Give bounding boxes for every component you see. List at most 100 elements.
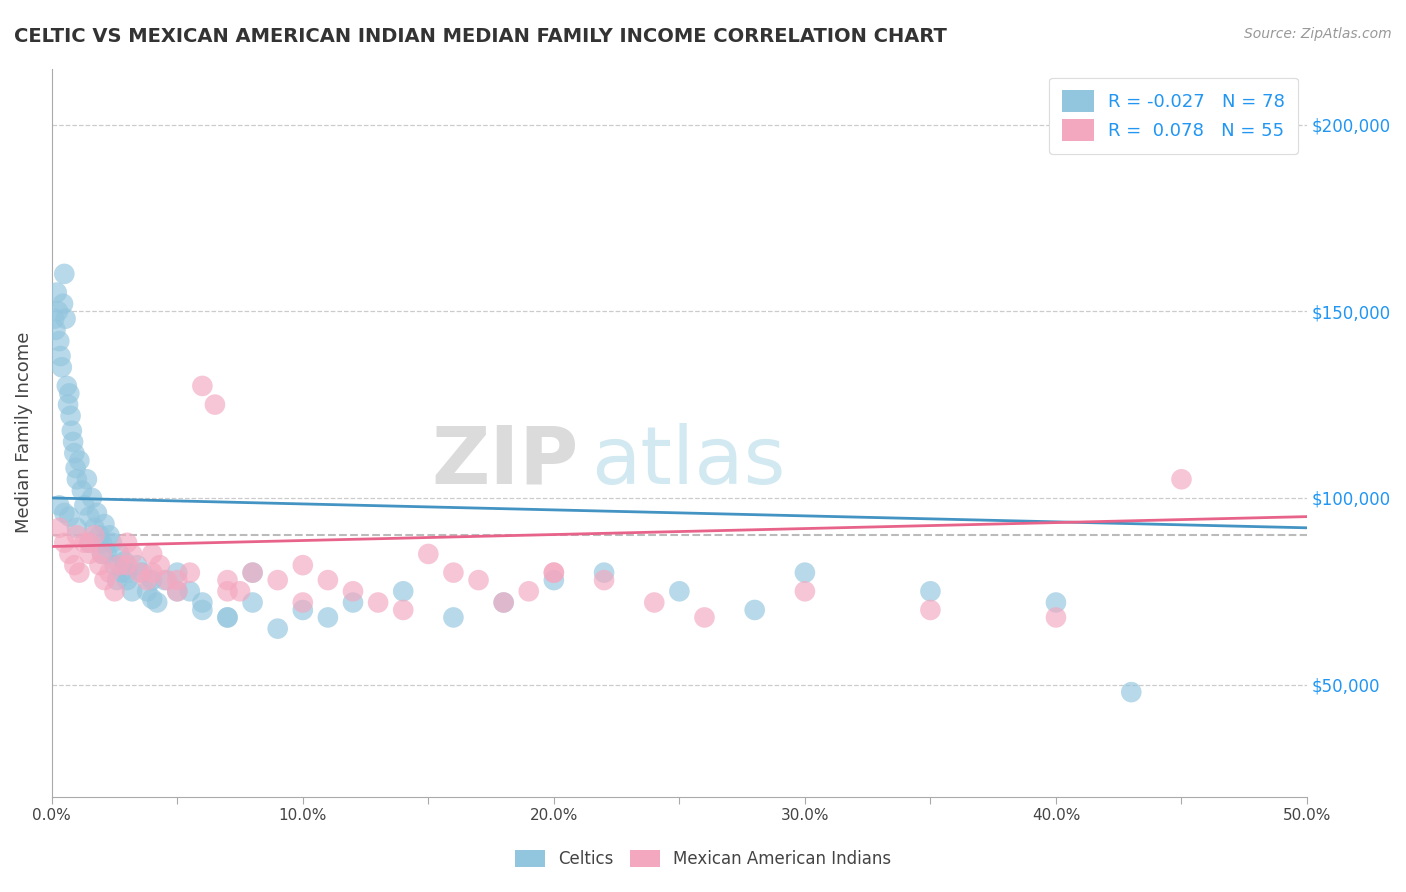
Point bbox=[115, 535, 138, 549]
Point bbox=[191, 379, 214, 393]
Point bbox=[1170, 472, 1192, 486]
Point bbox=[643, 595, 665, 609]
Point bbox=[543, 566, 565, 580]
Point bbox=[744, 603, 766, 617]
Point bbox=[166, 584, 188, 599]
Point bbox=[291, 595, 314, 609]
Point bbox=[46, 304, 69, 318]
Point bbox=[96, 547, 118, 561]
Point bbox=[79, 535, 101, 549]
Point bbox=[105, 573, 128, 587]
Point bbox=[121, 584, 143, 599]
Point bbox=[91, 547, 114, 561]
Point bbox=[153, 573, 176, 587]
Point bbox=[242, 566, 264, 580]
Point bbox=[367, 595, 389, 609]
Point bbox=[668, 584, 690, 599]
Point bbox=[342, 584, 364, 599]
Point bbox=[441, 610, 464, 624]
Point bbox=[267, 573, 290, 587]
Point bbox=[291, 603, 314, 617]
Point bbox=[79, 509, 101, 524]
Point bbox=[76, 472, 98, 486]
Point bbox=[156, 573, 179, 587]
Point bbox=[91, 547, 114, 561]
Point bbox=[1045, 610, 1067, 624]
Point bbox=[543, 566, 565, 580]
Point bbox=[58, 547, 80, 561]
Point bbox=[101, 535, 124, 549]
Point bbox=[79, 535, 101, 549]
Point bbox=[136, 584, 159, 599]
Point bbox=[920, 584, 942, 599]
Point bbox=[66, 521, 89, 535]
Point bbox=[48, 334, 70, 348]
Point bbox=[89, 528, 111, 542]
Point bbox=[146, 595, 169, 609]
Point bbox=[98, 528, 121, 542]
Point bbox=[48, 521, 70, 535]
Text: Source: ZipAtlas.com: Source: ZipAtlas.com bbox=[1244, 27, 1392, 41]
Point bbox=[53, 267, 76, 281]
Point bbox=[67, 453, 90, 467]
Point bbox=[44, 323, 66, 337]
Point bbox=[53, 535, 76, 549]
Point bbox=[66, 472, 89, 486]
Point bbox=[45, 285, 67, 300]
Text: atlas: atlas bbox=[592, 423, 786, 500]
Point bbox=[342, 595, 364, 609]
Point bbox=[52, 297, 75, 311]
Point bbox=[91, 535, 114, 549]
Point bbox=[418, 547, 440, 561]
Point bbox=[593, 566, 616, 580]
Point bbox=[217, 610, 239, 624]
Point bbox=[1045, 595, 1067, 609]
Point bbox=[517, 584, 540, 599]
Point bbox=[191, 603, 214, 617]
Point bbox=[70, 483, 93, 498]
Point bbox=[58, 509, 80, 524]
Point bbox=[166, 584, 188, 599]
Point bbox=[392, 603, 415, 617]
Point bbox=[63, 558, 86, 573]
Point bbox=[492, 595, 515, 609]
Point bbox=[242, 566, 264, 580]
Point bbox=[66, 528, 89, 542]
Point bbox=[53, 506, 76, 520]
Point bbox=[73, 499, 96, 513]
Point bbox=[127, 558, 149, 573]
Point bbox=[86, 506, 108, 520]
Point bbox=[58, 386, 80, 401]
Legend: R = -0.027   N = 78, R =  0.078   N = 55: R = -0.027 N = 78, R = 0.078 N = 55 bbox=[1049, 78, 1298, 154]
Point bbox=[98, 566, 121, 580]
Text: CELTIC VS MEXICAN AMERICAN INDIAN MEDIAN FAMILY INCOME CORRELATION CHART: CELTIC VS MEXICAN AMERICAN INDIAN MEDIAN… bbox=[14, 27, 946, 45]
Point bbox=[108, 547, 131, 561]
Point bbox=[114, 554, 136, 568]
Point bbox=[131, 566, 153, 580]
Point bbox=[56, 398, 79, 412]
Point bbox=[242, 595, 264, 609]
Point bbox=[83, 528, 105, 542]
Point bbox=[44, 311, 66, 326]
Point bbox=[793, 566, 815, 580]
Point bbox=[693, 610, 716, 624]
Point bbox=[111, 566, 134, 580]
Point bbox=[108, 558, 131, 573]
Point bbox=[166, 566, 188, 580]
Point bbox=[467, 573, 489, 587]
Point bbox=[60, 424, 83, 438]
Point bbox=[83, 521, 105, 535]
Point bbox=[62, 434, 84, 449]
Point bbox=[128, 566, 150, 580]
Point bbox=[93, 517, 115, 532]
Point bbox=[217, 610, 239, 624]
Point bbox=[316, 573, 339, 587]
Point bbox=[229, 584, 252, 599]
Point bbox=[80, 491, 103, 505]
Point bbox=[166, 573, 188, 587]
Point bbox=[79, 547, 101, 561]
Point bbox=[179, 584, 201, 599]
Point bbox=[593, 573, 616, 587]
Point bbox=[93, 573, 115, 587]
Point bbox=[191, 595, 214, 609]
